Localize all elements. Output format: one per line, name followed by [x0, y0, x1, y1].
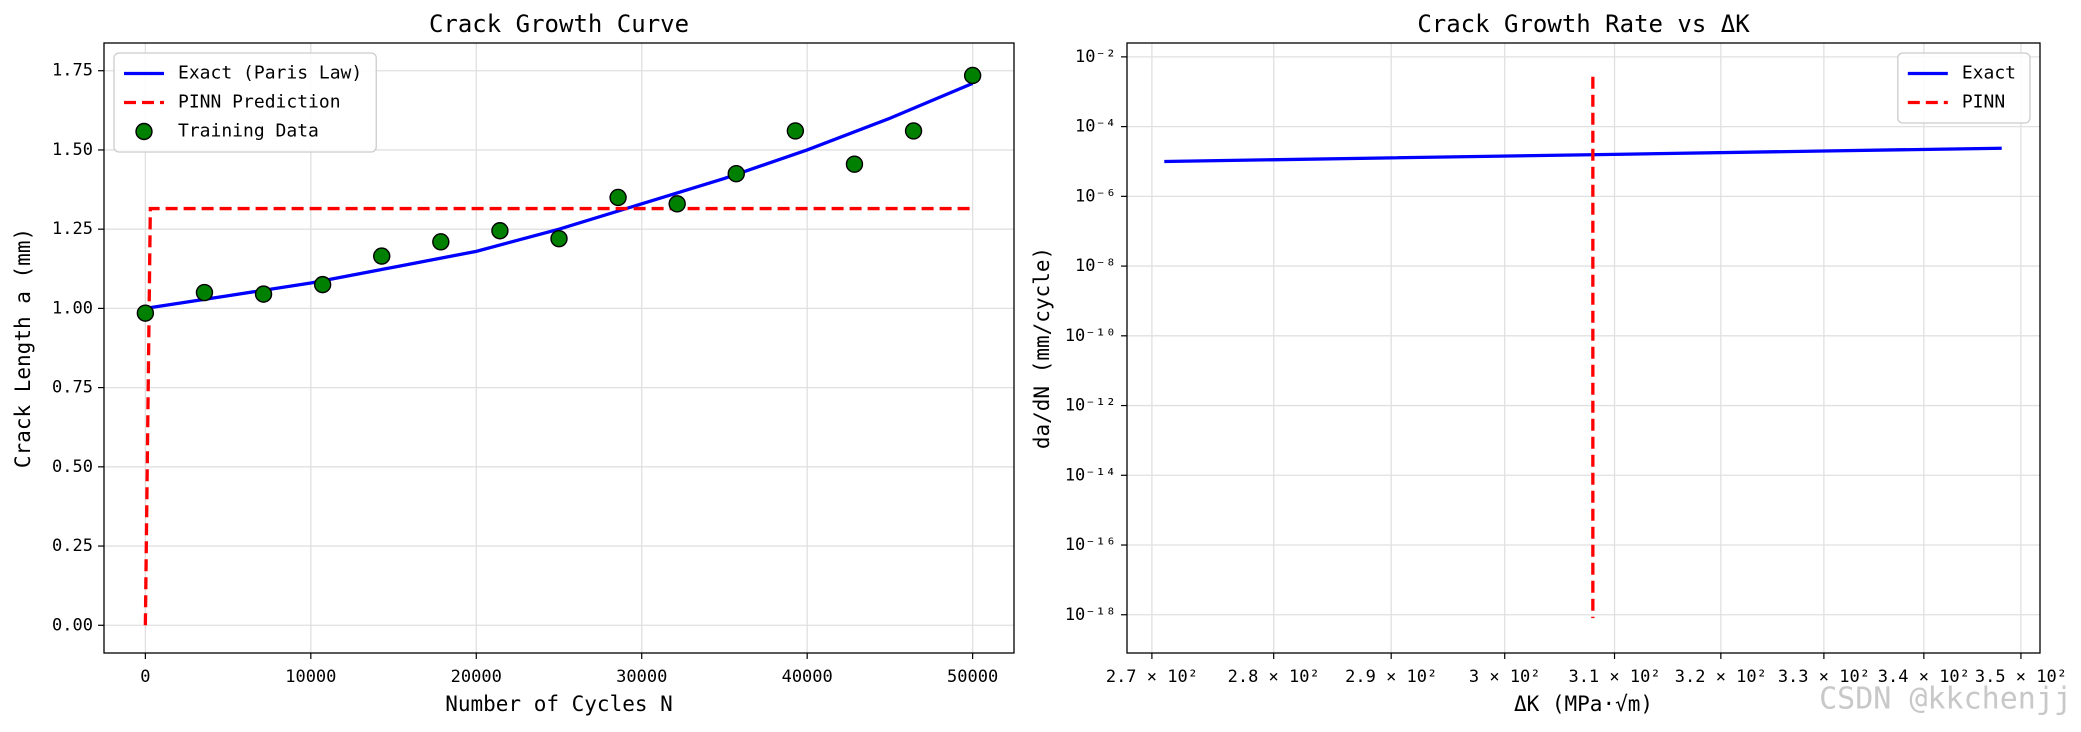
watermark: CSDN @kkchenjj: [1819, 682, 2072, 717]
y-tick-label: 0.25: [52, 536, 93, 556]
x-axis-label: Number of Cycles N: [445, 692, 673, 716]
scatter-point: [845, 155, 864, 173]
y-tick-label: 10⁻¹⁴: [1065, 465, 1116, 485]
x-tick-label: 3.3 × 10²: [1778, 667, 1870, 687]
x-tick-label: 10000: [285, 667, 336, 687]
y-tick-label: 10⁻⁸: [1075, 256, 1116, 276]
line-series: [143, 206, 973, 626]
y-tick-label: 1.50: [52, 140, 93, 160]
chart-title: Crack Growth Rate vs ΔK: [1417, 10, 1750, 38]
x-tick-label: 3.2 × 10²: [1675, 667, 1767, 687]
x-tick-label: 0: [140, 667, 150, 687]
x-tick-label: 40000: [782, 667, 833, 687]
scatter-point: [254, 285, 273, 303]
x-tick-label: 2.9 × 10²: [1345, 667, 1437, 687]
scatter-point: [609, 188, 627, 207]
y-tick-label: 10⁻²: [1075, 47, 1116, 67]
y-tick-label: 10⁻⁶: [1075, 186, 1116, 206]
y-tick-label: 10⁻¹²: [1065, 396, 1116, 416]
y-tick-label: 1.25: [52, 219, 93, 239]
scatter-point: [491, 222, 509, 240]
legend-label: PINN Prediction: [178, 92, 341, 113]
plot-area: [136, 66, 982, 626]
x-tick-label: 2.8 × 10²: [1228, 667, 1320, 687]
axes-frame: [1126, 42, 2041, 654]
y-tick-label: 1.00: [52, 298, 93, 318]
legend-marker: [135, 122, 153, 141]
scatter-point: [668, 195, 686, 213]
legend-box: [1897, 52, 2031, 124]
line-series: [145, 81, 974, 311]
x-tick-label: 2.7 × 10²: [1106, 667, 1198, 687]
legend: Exact PINN: [1897, 52, 2031, 124]
scatter-point: [963, 66, 982, 85]
plot-area: [1164, 76, 2002, 619]
legend-label: Exact (Paris Law): [178, 63, 362, 84]
legend: Exact (Paris Law) PINN Prediction Training…: [113, 52, 377, 153]
scatter-point: [727, 165, 745, 183]
scatter-point: [195, 283, 214, 302]
y-tick-label: 10⁻¹⁸: [1065, 605, 1116, 625]
y-tick-label: 0.75: [52, 378, 93, 398]
y-tick-label: 0.00: [52, 615, 93, 635]
axes-frame: [103, 42, 1015, 654]
x-tick-label: 50000: [947, 667, 998, 687]
x-tick-label: 3.5 × 10²: [1975, 667, 2067, 687]
x-tick-label: 30000: [616, 667, 667, 687]
legend-box: [113, 52, 377, 153]
y-tick-label: 10⁻¹⁶: [1065, 535, 1116, 555]
legend-label: PINN: [1962, 92, 2005, 113]
chart-title: Crack Growth Curve: [429, 10, 689, 38]
scatter-point: [432, 233, 450, 251]
y-tick-label: 1.75: [52, 61, 93, 81]
x-tick-label: 3.4 × 10²: [1878, 667, 1970, 687]
scatter-point: [550, 229, 568, 248]
scatter-point: [904, 122, 923, 140]
x-axis-label: ΔK (MPa·√m): [1514, 692, 1653, 716]
scatter-point: [786, 122, 805, 140]
x-tick-label: 3 × 10²: [1469, 667, 1541, 687]
legend-label: Training Data: [178, 121, 319, 142]
scatter-point: [136, 304, 155, 322]
y-tick-label: 10⁻¹⁰: [1065, 326, 1116, 346]
legend-label: Exact: [1962, 63, 2016, 84]
scatter-point: [313, 275, 332, 294]
scatter-point: [373, 247, 391, 265]
x-tick-label: 20000: [451, 667, 502, 687]
y-tick-label: 10⁻⁴: [1075, 117, 1116, 137]
line-series: [1164, 146, 2002, 164]
x-tick-label: 3.1 × 10²: [1568, 667, 1660, 687]
y-tick-label: 0.50: [52, 457, 93, 477]
y-axis-label: da/dN (mm/cycle): [1030, 247, 1054, 449]
y-axis-label: Crack Length a (mm): [11, 228, 35, 468]
